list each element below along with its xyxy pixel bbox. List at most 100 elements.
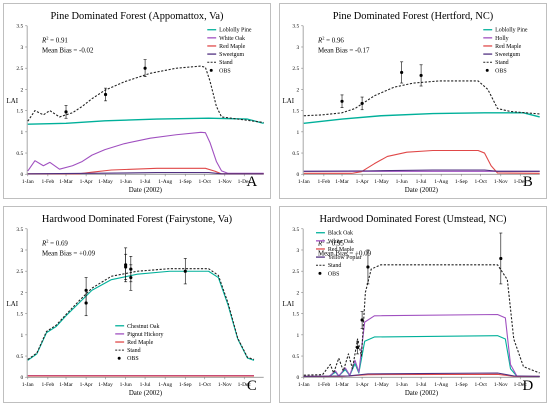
- y-tick-label: 3: [296, 45, 299, 51]
- x-tick-label: 1-Apr: [356, 382, 369, 388]
- legend-label: Red Maple: [127, 340, 154, 346]
- panel-d: Hardwood Dominated Forest (Umstead, NC) …: [279, 206, 547, 403]
- series-line: [27, 65, 264, 124]
- series-line: [27, 268, 255, 360]
- legend-swatch: [209, 68, 213, 72]
- x-tick-label: 1-Feb: [318, 382, 331, 388]
- x-tick-label: 1-Nov: [494, 179, 508, 185]
- x-tick-label: 1-Nov: [494, 382, 508, 388]
- plot-area: 0 0.5 1 1.5 2 2.5 3 3.5 1-Jan 1-Feb 1-Mar 1-Apr 1-Ma…: [283, 24, 540, 194]
- y-tick-label: 1.5: [16, 312, 23, 318]
- legend-label: Yellow Poplar: [328, 255, 362, 261]
- legend-label: Red Maple: [328, 247, 355, 253]
- chart-title: Hardwood Dominated Forest (Umstead, NC): [319, 214, 506, 225]
- legend-label: Loblolly Pine: [219, 28, 252, 34]
- x-tick-label: 1-Jun: [396, 179, 408, 185]
- x-tick-label: 1-Dec: [238, 179, 252, 185]
- x-tick-label: 1-Jan: [298, 382, 310, 388]
- x-tick-label: 1-Apr: [80, 382, 93, 388]
- legend-swatch: [485, 68, 489, 72]
- r2-stat: R2 = 0.69: [41, 239, 68, 248]
- y-tick-label: 0.5: [292, 151, 299, 157]
- x-tick-label: 1-Sep: [455, 179, 468, 185]
- series-line: [303, 313, 540, 377]
- obs-point: [360, 101, 364, 105]
- y-tick-label: 3.5: [16, 24, 23, 30]
- x-tick-label: 1-Jul: [416, 179, 427, 185]
- obs-point: [400, 70, 404, 75]
- plot-area: 0 0.5 1 1.5 2 2.5 3 3.5 1-Jan 1-Feb 1-Mar 1-Apr 1-Ma…: [7, 24, 264, 194]
- x-tick-label: 1-Nov: [218, 382, 232, 388]
- x-tick-label: 1-Aug: [158, 179, 172, 185]
- y-tick-label: 2.5: [16, 269, 23, 275]
- y-tick-label: 0.5: [16, 151, 23, 157]
- series-line: [303, 264, 540, 376]
- y-tick-label: 0: [20, 172, 23, 178]
- chart-title: Hardwood Dominated Forest (Fairystone, V…: [42, 214, 232, 225]
- y-tick-label: 2.5: [16, 66, 23, 72]
- chart-d: Hardwood Dominated Forest (Umstead, NC) …: [283, 214, 540, 397]
- x-tick-label: 1-Dec: [514, 382, 528, 388]
- chart-title: Pine Dominated Forest (Hertford, NC): [333, 11, 494, 22]
- obs-point: [143, 66, 147, 70]
- y-tick-label: 3.5: [292, 227, 299, 233]
- y-tick-label: 0.5: [292, 354, 299, 360]
- obs-point: [64, 110, 68, 114]
- y-tick-label: 1: [296, 333, 299, 339]
- y-tick-label: 2.5: [292, 66, 299, 72]
- x-tick-label: 1-Apr: [80, 179, 93, 185]
- x-tick-label: 1-May: [98, 179, 113, 185]
- series-line: [303, 80, 540, 117]
- obs-point: [499, 256, 503, 261]
- obs-point: [84, 288, 88, 292]
- x-tick-label: 1-Aug: [434, 179, 448, 185]
- series-line: [303, 335, 540, 377]
- x-tick-label: 1-Mar: [59, 179, 73, 185]
- panel-c: Hardwood Dominated Forest (Fairystone, V…: [3, 206, 271, 403]
- panel-b: Pine Dominated Forest (Hertford, NC) R2 …: [279, 3, 547, 199]
- plot-area: 0 0.5 1 1.5 2 2.5 3 3.5 1-Jan 1-Feb 1-Mar 1-Apr 1-Ma…: [7, 227, 264, 397]
- chart-title: Pine Dominated Forest (Appomattox, Va): [51, 11, 224, 22]
- mean-bias-stat: Mean Bias = -0.17: [318, 48, 370, 55]
- x-tick-label: 1-Mar: [335, 382, 349, 388]
- x-tick-label: 1-Aug: [434, 382, 448, 388]
- legend-label: Stand: [127, 348, 141, 354]
- legend-label: Loblolly Pine: [495, 28, 528, 34]
- x-tick-label: 1-Sep: [179, 382, 192, 388]
- y-axis-label: LAI: [7, 98, 19, 105]
- y-tick-label: 1: [296, 130, 299, 136]
- series-line: [27, 172, 264, 175]
- y-tick-label: 1: [20, 130, 23, 136]
- x-tick-label: 1-May: [374, 382, 389, 388]
- obs-point: [419, 73, 423, 77]
- obs-point: [124, 263, 128, 267]
- x-tick-label: 1-Jun: [120, 179, 132, 185]
- series-line: [303, 149, 540, 174]
- y-tick-label: 2: [20, 290, 23, 296]
- legend-label: Stand: [328, 263, 342, 269]
- legend-label: OBS: [127, 356, 139, 362]
- y-axis-label: LAI: [7, 301, 19, 308]
- legend-swatch: [318, 271, 322, 275]
- series-line: [303, 169, 540, 172]
- legend-label: Sweetgum: [219, 52, 244, 58]
- y-tick-label: 3: [20, 45, 23, 51]
- legend-label: Chestnut Oak: [127, 324, 159, 330]
- series-line: [27, 131, 264, 174]
- y-tick-label: 1.5: [16, 109, 23, 115]
- y-tick-label: 2: [296, 290, 299, 296]
- legend-label: OBS: [328, 271, 340, 277]
- y-axis-label: LAI: [283, 98, 295, 105]
- x-tick-label: 1-Apr: [356, 179, 369, 185]
- panel-letter: A: [246, 174, 257, 190]
- x-tick-label: 1-Jun: [120, 382, 132, 388]
- r2-stat: R2 = 0.96: [317, 36, 344, 45]
- chart-b: Pine Dominated Forest (Hertford, NC) R2 …: [283, 11, 540, 194]
- series-line: [27, 270, 255, 361]
- x-tick-label: 1-Oct: [199, 179, 212, 185]
- x-tick-label: 1-Mar: [335, 179, 349, 185]
- y-tick-label: 3: [296, 248, 299, 254]
- y-tick-label: 3.5: [16, 227, 23, 233]
- x-tick-label: 1-Jun: [396, 382, 408, 388]
- mean-bias-stat: Mean Bias = +0.09: [318, 251, 372, 258]
